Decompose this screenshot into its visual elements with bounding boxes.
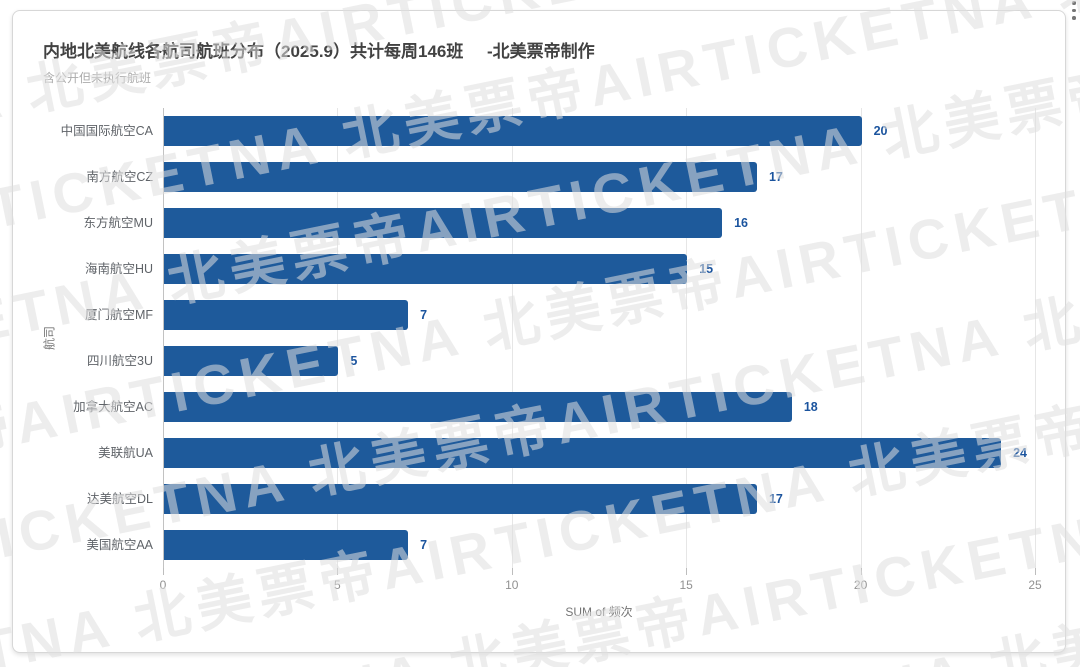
tick-label-25: 25 [1028, 578, 1042, 592]
more-options-button[interactable] [1069, 1, 1079, 23]
chart-subtitle: 含公开但未执行航班 [43, 71, 152, 85]
tick-mark-5 [337, 568, 339, 575]
bar-四川航空3U[interactable] [164, 346, 339, 376]
tick-label-15: 15 [679, 578, 693, 592]
value-label: 15 [699, 262, 714, 276]
plot-area: 中国国际航空CA 20 南方航空CZ 17 东方航空MU 16 海南航空HU 15 厦门航空MF… [61, 108, 1042, 592]
x-axis-title: SUM of 频次 [565, 605, 633, 619]
value-label: 20 [873, 124, 888, 138]
category-label: 美国航空AA [86, 538, 153, 552]
tick-label-20: 20 [853, 578, 868, 592]
category-label: 厦门航空MF [84, 308, 153, 322]
more-options-dot [1072, 16, 1076, 20]
value-label: 24 [1013, 446, 1028, 460]
gridline-20 [860, 108, 862, 568]
gridline-5 [337, 108, 339, 568]
bar-美国航空AA[interactable] [164, 530, 409, 560]
chart-card[interactable]: 内地北美航线各航司航班分布（2025.9）共计每周146班 -北美票帝制作 含公… [12, 10, 1066, 653]
category-label: 海南航空HU [84, 262, 153, 276]
gridline-0 [163, 108, 164, 568]
bar-达美航空DL[interactable] [164, 484, 757, 514]
tick-label-0: 0 [159, 578, 167, 592]
bar-海南航空HU[interactable] [164, 254, 688, 284]
category-label: 四川航空3U [87, 354, 153, 368]
bar-加拿大航空AC[interactable] [164, 392, 792, 422]
category-label: 达美航空DL [87, 492, 153, 506]
bar-南方航空CZ[interactable] [164, 162, 757, 192]
tick-label-5: 5 [334, 578, 341, 592]
tick-mark-0 [163, 568, 164, 575]
gridline-10 [511, 108, 513, 568]
value-label: 7 [420, 308, 428, 322]
tick-mark-25 [1035, 568, 1036, 575]
chart-title: 内地北美航线各航司航班分布（2025.9）共计每周146班 -北美票帝制作 [43, 42, 595, 61]
value-label: 5 [350, 354, 358, 368]
category-label: 东方航空MU [83, 216, 153, 230]
tick-mark-15 [686, 568, 688, 575]
value-label: 18 [803, 400, 818, 414]
value-label: 17 [768, 170, 783, 184]
more-options-dot [1072, 1, 1076, 5]
category-label: 加拿大航空AC [73, 400, 153, 414]
tick-mark-10 [511, 568, 513, 575]
tick-label-10: 10 [505, 578, 519, 592]
more-options-dot [1072, 8, 1076, 12]
category-label: 南方航空CZ [86, 170, 153, 184]
value-label: 17 [768, 492, 783, 506]
bar-美联航UA[interactable] [164, 438, 1002, 468]
value-label: 16 [734, 216, 748, 230]
bar-厦门航空MF[interactable] [164, 300, 409, 330]
tick-mark-20 [860, 568, 862, 575]
gridline-25 [1035, 108, 1036, 568]
gridline-15 [686, 108, 688, 568]
value-label: 7 [420, 538, 428, 552]
category-label: 中国国际航空CA [60, 124, 153, 138]
bar-东方航空MU[interactable] [164, 208, 723, 238]
bar-中国国际航空CA[interactable] [164, 116, 862, 146]
y-axis-title: 航司 [42, 325, 57, 351]
category-label: 美联航UA [98, 446, 153, 460]
